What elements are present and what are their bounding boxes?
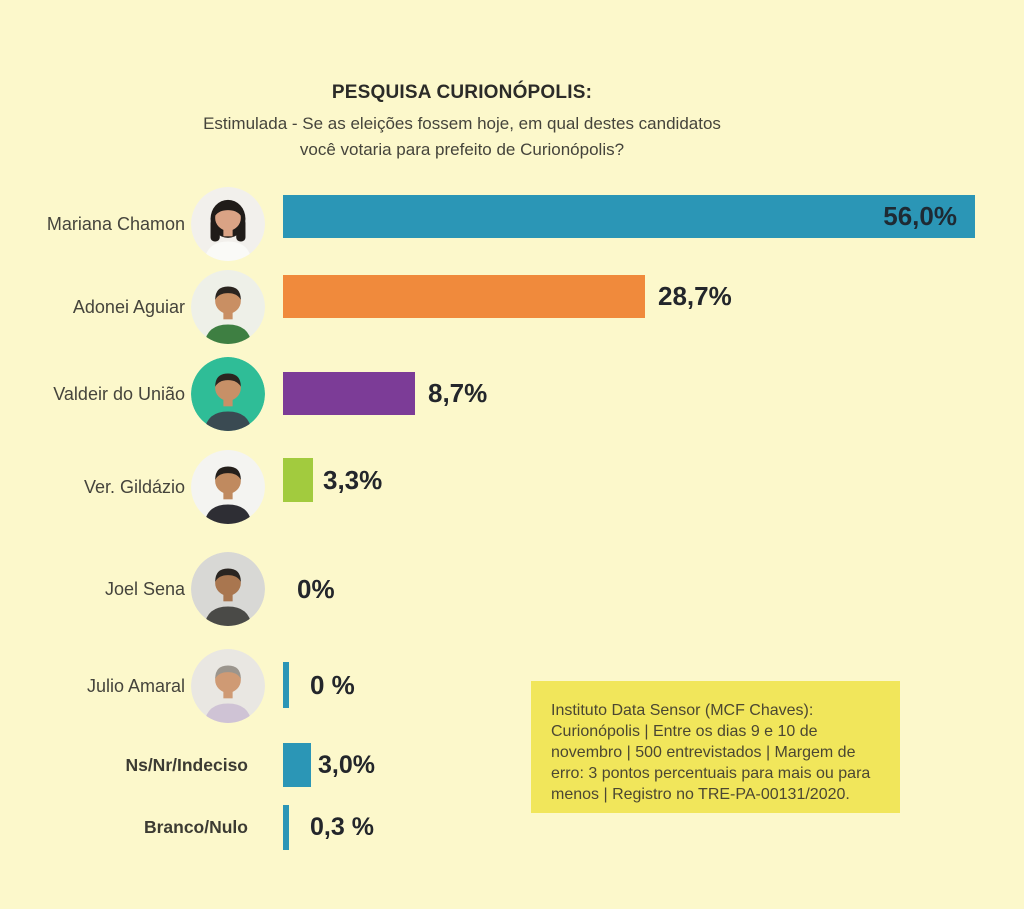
candidate-row: Mariana Chamon 56,0% <box>0 187 1024 263</box>
candidate-name-label: Joel Sena <box>104 578 185 599</box>
methodology-note-text: Instituto Data Sensor (MCF Chaves): Curi… <box>551 702 871 803</box>
poll-subtitle-line1: Estimulada - Se as eleições fossem hoje,… <box>203 114 721 133</box>
candidate-name-label: Mariana Chamon <box>46 213 185 234</box>
candidate-name-label: Ns/Nr/Indeciso <box>125 754 248 775</box>
candidate-avatar <box>191 649 265 723</box>
result-value-label: 56,0% <box>883 201 957 231</box>
candidate-row: Ver. Gildázio 3,3% <box>0 450 1024 526</box>
result-bar <box>283 195 975 238</box>
candidate-row: Adonei Aguiar 28,7% <box>0 270 1024 346</box>
candidate-name-label: Branco/Nulo <box>143 817 248 837</box>
result-value-label: 3,3% <box>323 464 383 495</box>
candidate-avatar <box>191 187 265 261</box>
methodology-note-box: Instituto Data Sensor (MCF Chaves): Curi… <box>531 681 900 813</box>
poll-subtitle: Estimulada - Se as eleições fossem hoje,… <box>0 111 924 163</box>
result-value-label: 3,0% <box>318 750 375 779</box>
poll-title: PESQUISA CURIONÓPOLIS: <box>331 82 593 103</box>
result-bar <box>283 662 289 708</box>
candidate-avatar <box>191 357 265 431</box>
candidate-name-label: Adonei Aguiar <box>72 296 185 317</box>
candidate-name-label: Valdeir do União <box>53 383 185 404</box>
poll-header: PESQUISA CURIONÓPOLIS: Estimulada - Se a… <box>0 82 924 163</box>
result-bar <box>283 458 313 502</box>
result-value-label: 8,7% <box>428 378 488 408</box>
candidate-avatar <box>191 450 265 524</box>
candidate-row: Valdeir do União 8,7% <box>0 357 1024 433</box>
poll-subtitle-line2: você votaria para prefeito de Curionópol… <box>299 140 625 159</box>
candidate-row: Julio Amaral 0 % <box>0 649 1024 725</box>
result-bar <box>283 805 289 850</box>
candidate-avatar <box>191 270 265 344</box>
candidate-name-label: Julio Amaral <box>86 675 185 696</box>
result-value-label: 0,3 % <box>310 813 374 841</box>
candidate-avatar <box>191 552 265 626</box>
candidate-row: Ns/Nr/Indeciso 3,0% <box>0 743 1024 787</box>
result-bar <box>283 275 645 318</box>
result-bar <box>283 743 311 787</box>
candidate-name-label: Ver. Gildázio <box>83 476 185 497</box>
result-value-label: 28,7% <box>658 281 732 311</box>
result-value-label: 0 % <box>310 669 355 700</box>
result-value-label: 0% <box>297 574 335 604</box>
candidate-row: Branco/Nulo 0,3 % <box>0 805 1024 850</box>
candidate-row: Joel Sena 0% <box>0 552 1024 628</box>
result-bar <box>283 372 415 415</box>
